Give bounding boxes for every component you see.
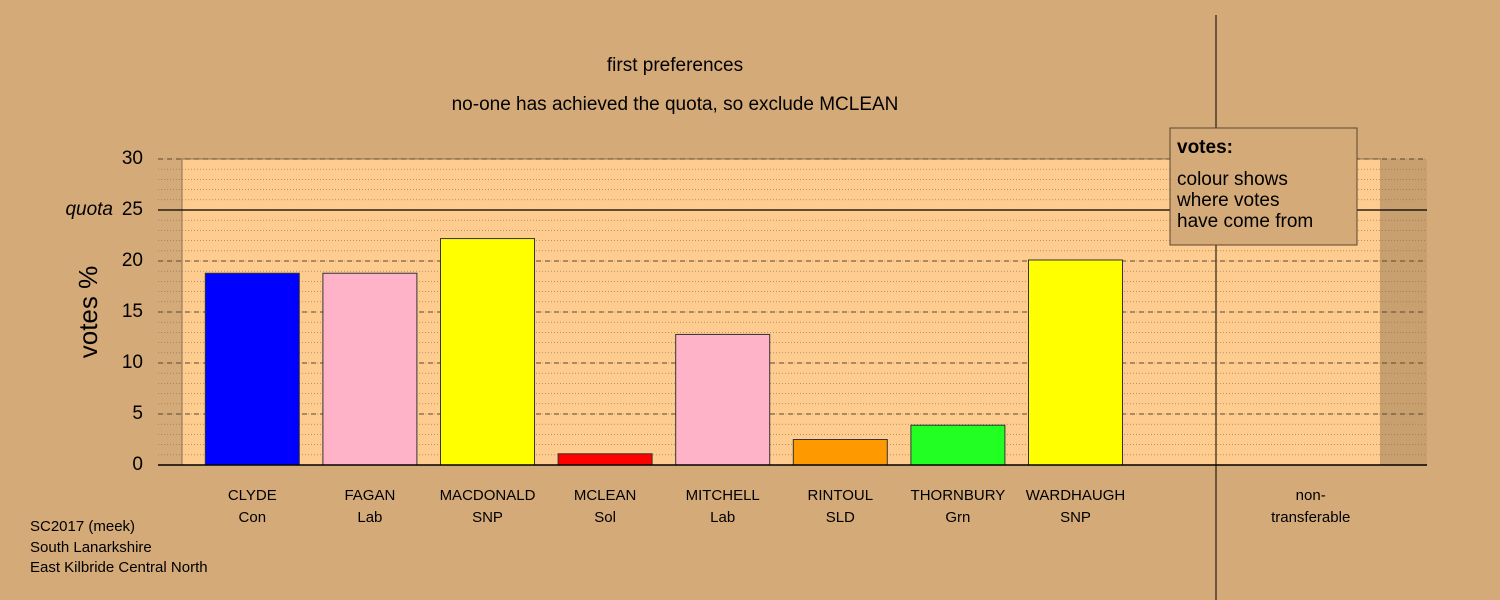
- bar: [204, 272, 300, 466]
- y-tick-label: 20: [122, 250, 143, 271]
- y-tick-label: 0: [132, 454, 143, 475]
- y-tick-label: 10: [122, 352, 143, 373]
- x-tick-label: MITCHELL: [686, 487, 760, 504]
- quota-label: quota: [65, 199, 113, 220]
- legend-text: where votes: [1176, 190, 1279, 211]
- legend-text: colour shows: [1177, 169, 1288, 190]
- footer: South Lanarkshire: [30, 539, 152, 556]
- y-axis-label: votes %: [73, 266, 103, 359]
- x-tick-sublabel: SNP: [472, 509, 503, 526]
- bar: [910, 424, 1006, 466]
- bar: [440, 238, 535, 466]
- chart-title: first preferences: [607, 55, 743, 76]
- chart-subtitle: no-one has achieved the quota, so exclud…: [452, 94, 899, 115]
- x-tick-sublabel: SNP: [1060, 509, 1091, 526]
- bar: [557, 453, 653, 466]
- y-tick-label: 15: [122, 301, 143, 322]
- x-tick-label: MCLEAN: [574, 487, 637, 504]
- bar: [675, 333, 771, 466]
- x-tick-sublabel: SLD: [826, 509, 855, 526]
- footer: SC2017 (meek): [30, 518, 135, 535]
- x-tick-sublabel: Grn: [945, 509, 970, 526]
- bar: [792, 439, 888, 466]
- legend-title: votes:: [1177, 137, 1233, 158]
- footer: East Kilbride Central North: [30, 559, 208, 576]
- bar: [1028, 259, 1123, 466]
- x-tick-label: WARDHAUGH: [1026, 487, 1125, 504]
- x-tick-sublabel: Sol: [594, 509, 616, 526]
- y-tick-label: 30: [122, 148, 143, 169]
- x-tick-sublabel: Con: [239, 509, 267, 526]
- bar: [322, 272, 418, 466]
- x-tick-label: CLYDE: [228, 487, 277, 504]
- x-tick-sublabel: Lab: [710, 509, 735, 526]
- x-tick-sublabel: Lab: [357, 509, 382, 526]
- legend-box: [1169, 127, 1358, 246]
- y-tick-label: 5: [132, 403, 143, 424]
- x-tick-label: THORNBURY: [911, 487, 1006, 504]
- x-tick-label: FAGAN: [344, 487, 395, 504]
- x-tick-label: non-: [1296, 487, 1326, 504]
- legend-text: have come from: [1177, 211, 1313, 232]
- x-tick-sublabel: transferable: [1271, 509, 1350, 526]
- y-tick-label: 25: [122, 199, 143, 220]
- x-tick-label: RINTOUL: [808, 487, 874, 504]
- x-tick-label: MACDONALD: [440, 487, 536, 504]
